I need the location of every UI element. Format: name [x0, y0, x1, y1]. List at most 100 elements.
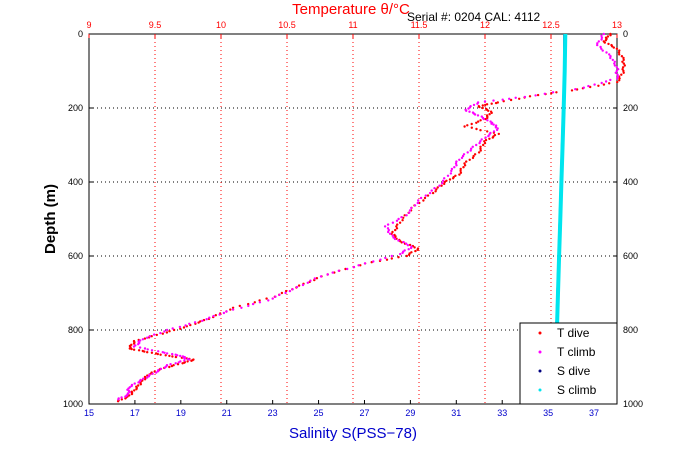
data-point	[397, 239, 400, 242]
data-point	[609, 55, 612, 58]
data-point	[309, 279, 312, 282]
data-point	[416, 248, 419, 251]
data-point	[492, 99, 495, 102]
data-point	[408, 211, 411, 214]
data-point	[397, 217, 400, 221]
data-point	[475, 143, 478, 147]
data-point	[613, 64, 617, 67]
data-point	[487, 134, 490, 138]
data-point	[137, 381, 140, 384]
data-point	[528, 95, 532, 98]
data-point	[408, 243, 412, 247]
data-point	[414, 249, 417, 253]
data-point	[390, 257, 393, 260]
data-point	[555, 91, 558, 94]
data-point	[616, 73, 619, 76]
data-point	[297, 284, 301, 287]
data-point	[508, 97, 511, 101]
bottom-tick-label: 31	[451, 408, 461, 418]
data-point	[184, 324, 187, 327]
data-point	[478, 105, 481, 109]
data-point	[137, 384, 140, 387]
legend-item: T dive	[538, 326, 590, 340]
data-point	[394, 228, 397, 232]
data-point	[116, 400, 120, 403]
data-point	[436, 186, 439, 189]
data-point	[229, 308, 232, 311]
data-point	[177, 361, 180, 364]
data-point	[384, 256, 387, 260]
data-point	[611, 58, 614, 62]
data-point	[150, 351, 154, 354]
data-point	[164, 354, 167, 357]
data-point	[208, 316, 211, 319]
data-point	[455, 164, 458, 167]
data-point	[409, 246, 413, 250]
data-point	[165, 331, 169, 334]
bottom-tick-label: 21	[222, 408, 232, 418]
data-point	[465, 160, 468, 163]
data-point	[150, 349, 154, 352]
data-point	[128, 347, 131, 350]
data-point	[612, 46, 615, 49]
data-point	[441, 182, 444, 185]
bottom-tick-label: 23	[268, 408, 278, 418]
data-point	[608, 82, 611, 85]
bottom-tick-label: 17	[130, 408, 140, 418]
data-point	[622, 56, 625, 60]
legend-label: T dive	[557, 326, 590, 340]
data-point	[117, 398, 120, 401]
data-point	[466, 151, 469, 154]
data-point	[171, 355, 174, 358]
data-point	[613, 60, 616, 63]
data-point	[143, 347, 147, 350]
data-point	[487, 109, 490, 113]
data-point	[480, 138, 483, 141]
data-point	[120, 398, 124, 401]
data-point	[477, 120, 480, 123]
data-point	[168, 330, 171, 333]
data-point	[251, 302, 255, 306]
data-point	[278, 293, 281, 296]
data-point	[284, 291, 287, 295]
data-point	[120, 396, 123, 399]
data-point	[615, 69, 618, 73]
data-point	[168, 365, 171, 369]
data-point	[617, 51, 621, 54]
y-tick-label-right: 800	[623, 325, 638, 335]
data-point	[593, 83, 596, 86]
data-point	[587, 84, 590, 88]
data-point	[459, 169, 462, 173]
data-point	[188, 358, 191, 361]
data-point	[479, 140, 482, 143]
data-point	[178, 325, 182, 329]
data-point	[543, 92, 546, 96]
data-point	[596, 42, 599, 45]
data-point	[582, 86, 585, 89]
data-point	[618, 53, 621, 56]
data-point	[344, 267, 347, 271]
data-point	[143, 337, 147, 340]
data-point	[424, 194, 427, 197]
bottom-tick-label: 25	[314, 408, 324, 418]
data-point	[607, 42, 610, 46]
data-point	[150, 335, 153, 338]
data-point	[132, 342, 136, 345]
legend-swatch	[538, 369, 542, 373]
data-point	[153, 333, 156, 336]
data-point	[613, 62, 616, 65]
data-point	[218, 313, 221, 316]
data-point	[463, 125, 466, 128]
data-point	[271, 297, 274, 300]
data-point	[399, 252, 402, 256]
data-point	[609, 56, 612, 60]
data-point	[280, 291, 284, 295]
data-point	[393, 237, 397, 241]
bottom-tick-label: 35	[543, 408, 553, 418]
data-point	[395, 227, 399, 230]
data-point	[156, 370, 160, 373]
data-point	[550, 92, 553, 95]
data-point	[395, 225, 398, 228]
data-point	[386, 227, 390, 230]
data-point	[291, 288, 294, 291]
